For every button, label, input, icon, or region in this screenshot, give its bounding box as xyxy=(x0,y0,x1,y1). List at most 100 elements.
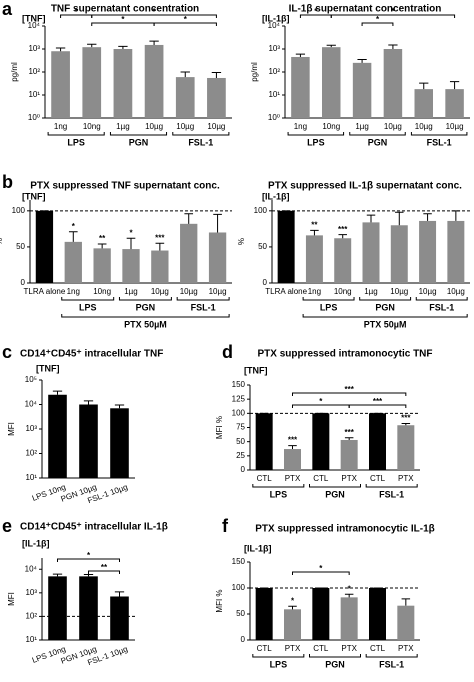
group-label: FSL-1 xyxy=(379,489,404,499)
error-bar xyxy=(423,213,432,221)
bar xyxy=(48,576,67,640)
x-tick-label: 1µg xyxy=(355,122,369,131)
y-tick-label: 10¹ xyxy=(28,90,40,99)
x-tick-label: 10µg xyxy=(180,287,198,296)
bar xyxy=(369,413,386,470)
y-tick-label: 10² xyxy=(25,449,37,458)
error-bar xyxy=(295,53,306,57)
bar xyxy=(305,235,323,283)
bar xyxy=(362,222,380,283)
bar xyxy=(419,220,437,283)
group-bracket xyxy=(252,484,305,488)
y-tick-label: 0 xyxy=(263,278,268,287)
y-tick-label: 0 xyxy=(21,278,26,287)
y-tick-label: 10⁰ xyxy=(268,113,280,122)
bar xyxy=(397,425,415,470)
group-label: LPS xyxy=(320,302,338,312)
y-axis-label: MFI xyxy=(7,592,16,606)
panel-letter: a xyxy=(2,0,13,19)
error-bar xyxy=(97,243,107,249)
panel-letter: e xyxy=(2,516,12,536)
x-tick-label: 10ng xyxy=(334,287,352,296)
cytokine-label: [TNF] xyxy=(244,365,268,375)
error-bar xyxy=(449,81,460,90)
error-bar xyxy=(357,58,367,63)
chart-title: PTX suppressed intramonocytic TNF xyxy=(257,349,432,360)
group-label: FSL-1 xyxy=(379,659,404,669)
group-label: PGN xyxy=(368,137,388,147)
bar xyxy=(180,223,198,283)
bar xyxy=(397,605,415,640)
error-bar xyxy=(388,44,398,49)
y-tick-label: 10³ xyxy=(28,44,40,53)
group-bracket xyxy=(61,297,115,301)
error-bar xyxy=(419,82,429,90)
bar xyxy=(445,89,464,118)
chart-title: CD14⁺CD45⁺ intracellular TNF xyxy=(20,349,163,360)
significance: * xyxy=(129,228,133,237)
x-tick-label: 1µg xyxy=(124,287,138,296)
comparison-label: * xyxy=(319,397,323,406)
bar xyxy=(284,609,301,640)
y-tick-label: 100 xyxy=(12,206,26,215)
bar xyxy=(414,89,433,118)
x-tick-label: 10µg xyxy=(419,287,437,296)
bar xyxy=(35,210,54,283)
y-tick-label: 10³ xyxy=(268,44,280,53)
y-tick-label: 10⁴ xyxy=(25,400,38,409)
comparison-label: * xyxy=(75,7,79,16)
comparison-label: * xyxy=(153,7,157,16)
cytokine-label: [IL-1β] xyxy=(262,191,290,201)
group-bracket xyxy=(109,132,168,136)
group-label: LPS xyxy=(270,489,288,499)
bar xyxy=(322,47,341,118)
error-bar xyxy=(118,45,128,49)
significance: * xyxy=(291,596,295,605)
y-tick-label: 150 xyxy=(232,557,246,566)
x-tick-label: 10µg xyxy=(384,122,402,131)
y-tick-label: 10⁴ xyxy=(25,564,38,573)
error-bar xyxy=(310,229,319,236)
bar xyxy=(122,249,140,283)
x-tick-label: 10µg xyxy=(447,287,465,296)
error-bar xyxy=(366,214,376,223)
significance: * xyxy=(72,222,76,231)
y-tick-label: 10¹ xyxy=(25,635,37,644)
group-label: PGN xyxy=(129,137,149,147)
x-tick-label: CTL xyxy=(257,644,273,653)
error-bar xyxy=(326,44,336,48)
bar xyxy=(255,413,273,470)
chart-title: PTX suppressed IL-1β supernatant conc. xyxy=(268,181,462,192)
x-tick-label: TLRA alone xyxy=(24,287,66,296)
error-bar xyxy=(401,423,411,426)
y-tick-label: 10² xyxy=(268,67,280,76)
bar xyxy=(64,241,82,283)
cytokine-label: [TNF] xyxy=(22,13,46,23)
x-tick-label: 1µg xyxy=(364,287,378,296)
error-bar xyxy=(87,43,97,48)
comparison-label: * xyxy=(87,551,91,560)
y-tick-label: 10⁵ xyxy=(25,375,37,384)
y-tick-label: 25 xyxy=(236,451,245,460)
bar xyxy=(151,250,169,283)
comparison-label: * xyxy=(319,564,323,573)
y-tick-label: 100 xyxy=(254,206,268,215)
panel-letter: b xyxy=(2,172,13,192)
bar xyxy=(255,588,273,640)
x-tick-label: 10µg xyxy=(151,287,169,296)
comparison-label: *** xyxy=(373,397,383,406)
x-tick-label: PTX xyxy=(341,474,357,483)
comparison-bracket xyxy=(292,392,407,396)
x-tick-label: 10ng xyxy=(322,122,340,131)
error-bar xyxy=(52,390,63,395)
error-bar xyxy=(213,213,222,233)
x-tick-label: CTL xyxy=(313,474,329,483)
comparison-bracket xyxy=(57,558,120,562)
bar xyxy=(208,232,227,283)
group-label: LPS xyxy=(67,137,85,147)
x-tick-label: 10µg xyxy=(390,287,408,296)
y-tick-label: 10² xyxy=(28,67,40,76)
x-tick-label: 10µg xyxy=(145,122,163,131)
error-bar xyxy=(344,437,354,440)
